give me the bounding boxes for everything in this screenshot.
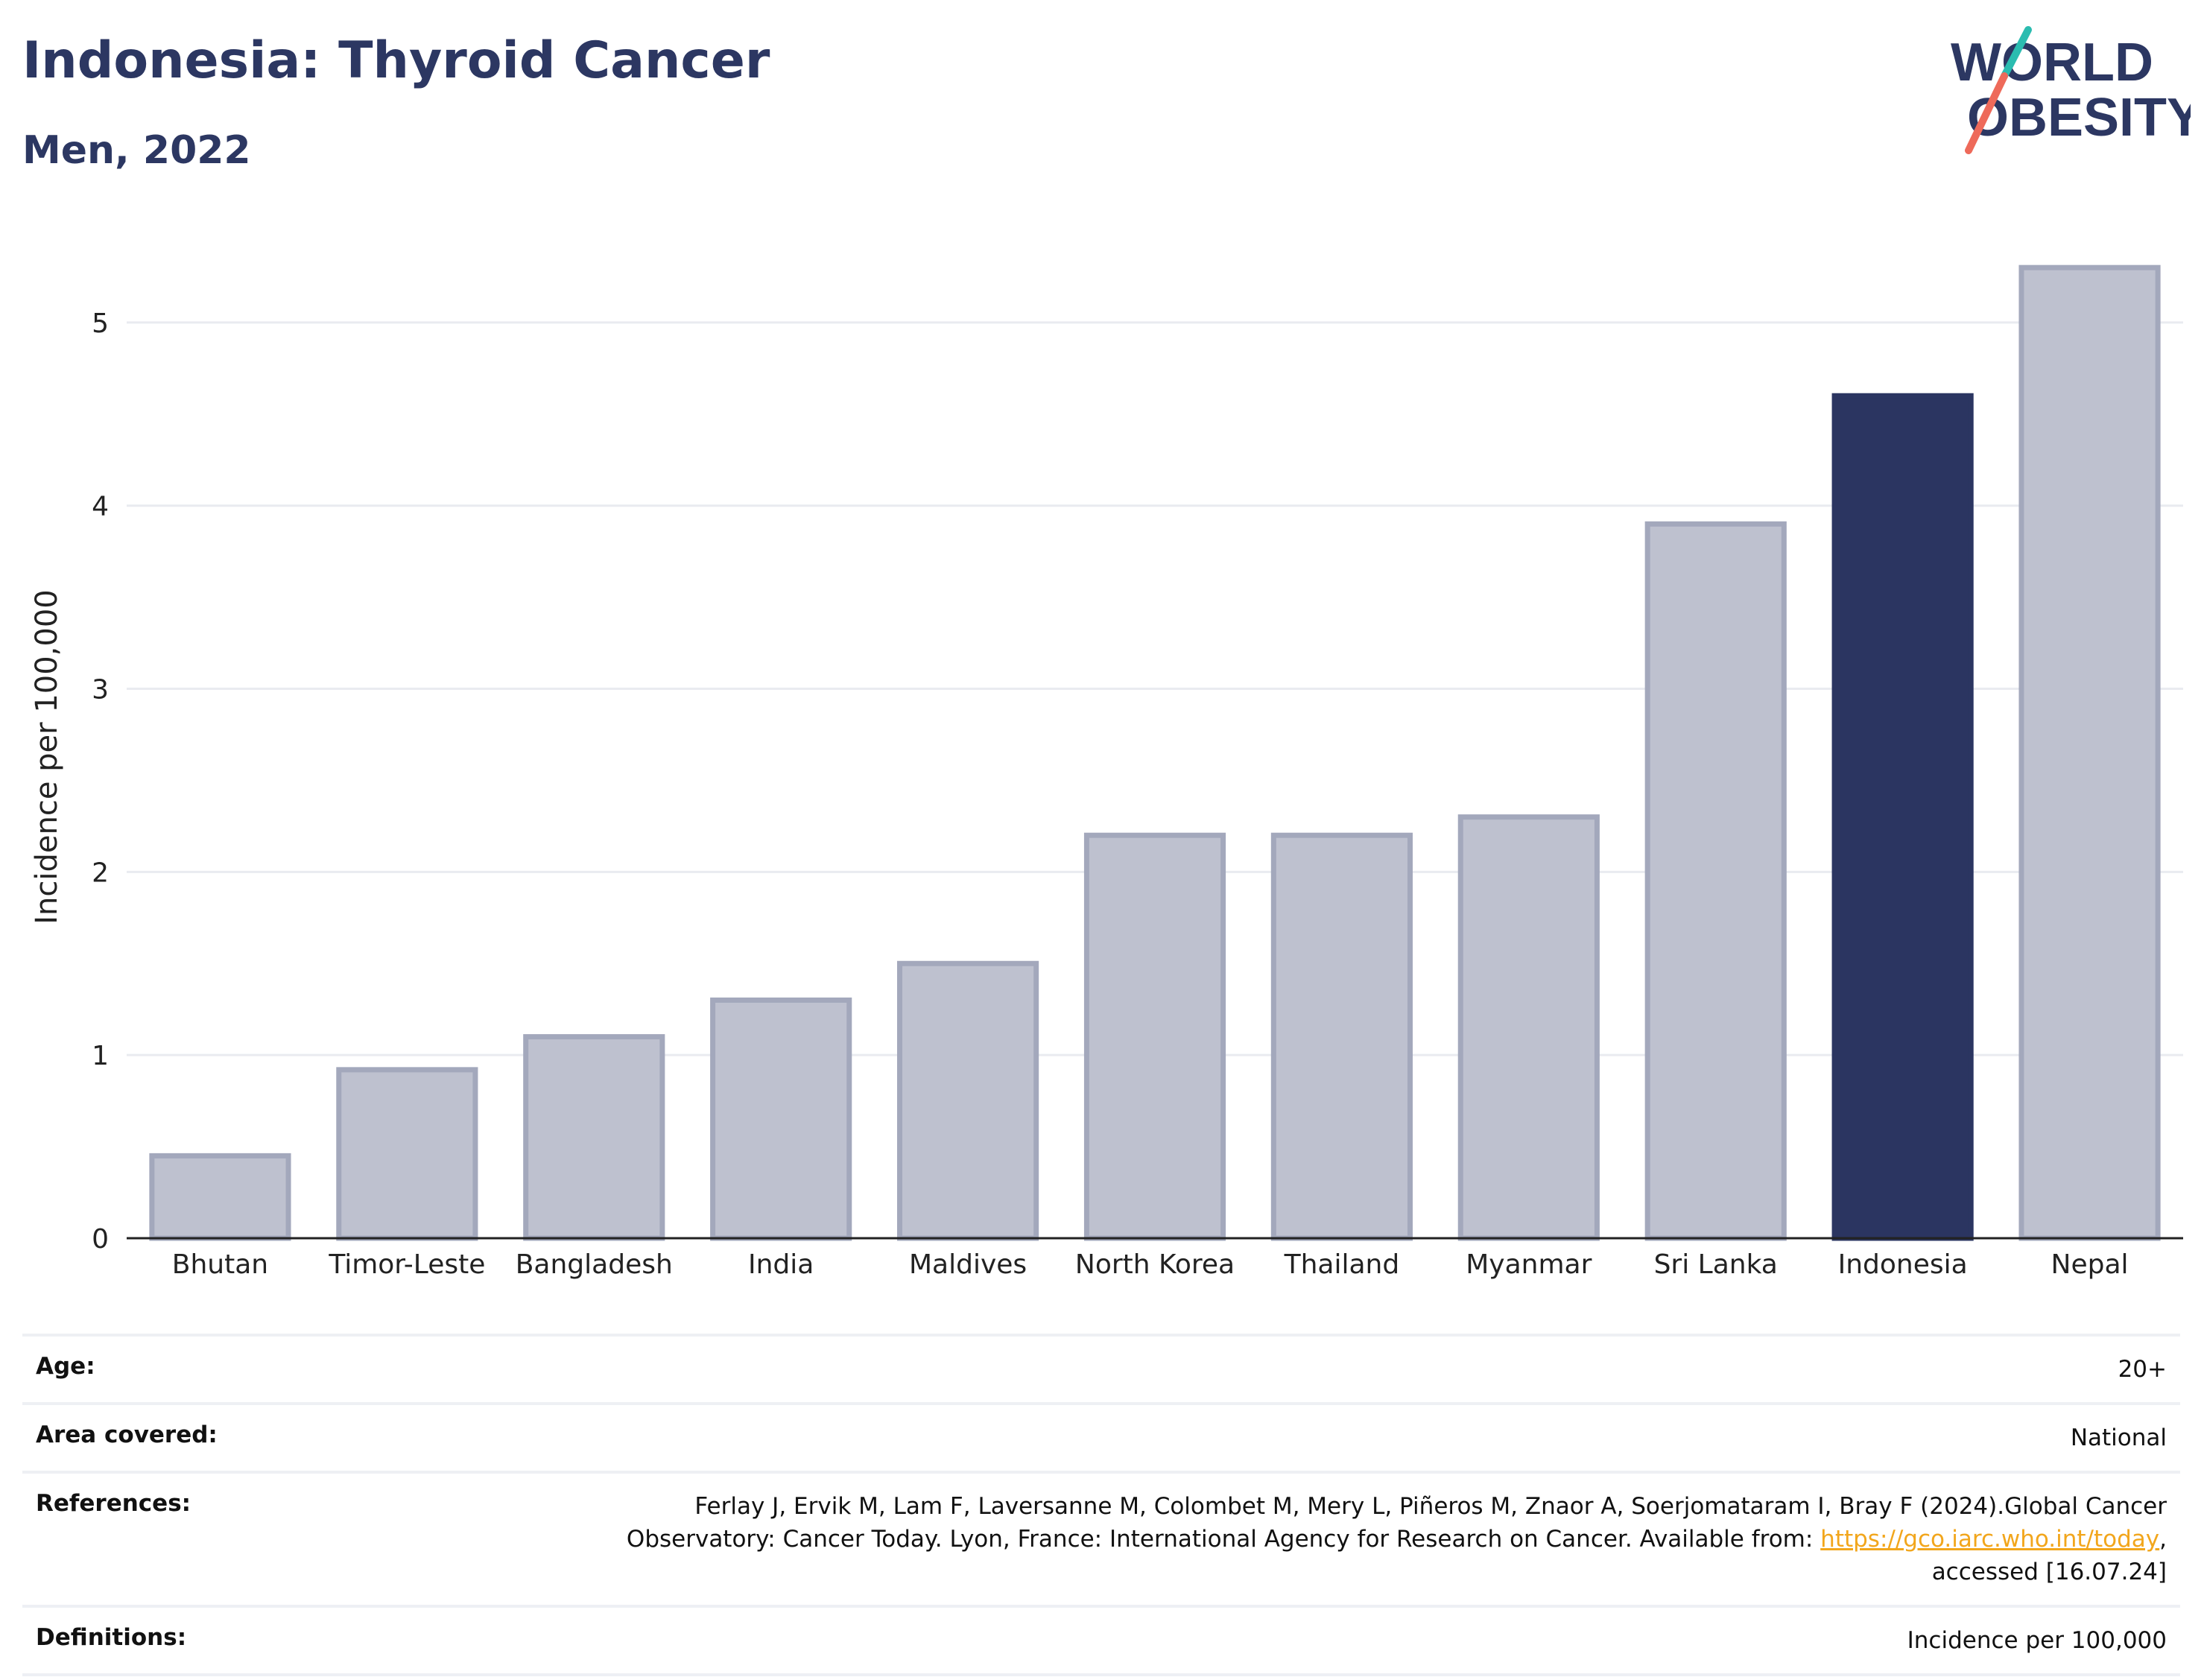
meta-label-area: Area covered:: [36, 1421, 218, 1448]
y-tick-label: 0: [92, 1224, 109, 1255]
bar-bangladesh: [523, 1034, 665, 1241]
logo-text-obesity: OBESITY: [1967, 88, 2191, 148]
bar-north-korea: [1083, 832, 1226, 1241]
x-tick-label: Sri Lanka: [1654, 1249, 1778, 1280]
meta-row-references: References: Ferlay J, Ervik M, Lam F, La…: [22, 1471, 2180, 1605]
meta-label-references: References:: [36, 1490, 191, 1517]
x-tick-label: Timor-Leste: [328, 1249, 485, 1280]
y-tick-label: 3: [92, 675, 109, 706]
bars: [149, 264, 2161, 1241]
x-tick-label: Nepal: [2051, 1249, 2129, 1280]
x-tick-label: Bangladesh: [516, 1249, 673, 1280]
logo-slash-teal: [2001, 26, 2032, 80]
references-text-3: accessed [16.07.24]: [1931, 1559, 2167, 1585]
bar-bhutan: [149, 1153, 291, 1241]
references-link[interactable]: https://gco.iarc.who.int/today: [1820, 1526, 2160, 1553]
x-tick-label: North Korea: [1075, 1249, 1235, 1280]
x-tick-label: Indonesia: [1838, 1249, 1968, 1280]
meta-row-age: Age: 20+: [22, 1334, 2180, 1402]
page-subtitle: Men, 2022: [22, 128, 251, 173]
bar-timor-leste: [336, 1067, 478, 1241]
x-tick-label: Maldives: [909, 1249, 1027, 1280]
references-text-1: Ferlay J, Ervik M, Lam F, Laversanne M, …: [694, 1493, 2167, 1520]
x-tick-label: Bhutan: [172, 1249, 268, 1280]
meta-value-age: 20+: [2118, 1356, 2167, 1383]
y-tick-label: 4: [92, 492, 109, 522]
page-title: Indonesia: Thyroid Cancer: [22, 31, 770, 90]
meta-row-definitions: Definitions: Incidence per 100,000: [22, 1605, 2180, 1676]
y-tick-label: 5: [92, 308, 109, 339]
x-tick-labels: Bhutan Timor-Leste Bangladesh India Maldives…: [172, 1249, 2129, 1280]
meta-row-area: Area covered: National: [22, 1402, 2180, 1471]
bar-myanmar: [1457, 814, 1600, 1241]
bar-indonesia: [1831, 393, 1974, 1241]
bar-sri-lanka: [1644, 521, 1787, 1241]
meta-value-references: Ferlay J, Ervik M, Lam F, Laversanne M, …: [626, 1493, 2167, 1585]
references-text-2: Observatory: Cancer Today. Lyon, France:…: [626, 1526, 1821, 1553]
meta-value-area: National: [2070, 1424, 2167, 1451]
world-obesity-logo: WORLD OBESITY: [1951, 26, 2191, 154]
meta-value-definitions: Incidence per 100,000: [1907, 1627, 2167, 1654]
bar-india: [710, 997, 852, 1241]
y-tick-label: 1: [92, 1041, 109, 1071]
y-tick-label: 2: [92, 858, 109, 888]
meta-label-definitions: Definitions:: [36, 1624, 187, 1651]
bar-chart: 0 1 2 3 4 5 Bhutan Timor-Leste Bangladesh India M…: [30, 264, 2183, 1280]
logo-text-world: WORLD: [1951, 33, 2153, 92]
metadata-table: Age: 20+ Area covered: National Referenc…: [22, 1334, 2180, 1676]
meta-label-age: Age:: [36, 1353, 95, 1380]
bar-maldives: [897, 960, 1039, 1241]
x-tick-label: India: [748, 1249, 814, 1280]
bar-thailand: [1270, 832, 1413, 1241]
y-tick-labels: 0 1 2 3 4 5: [92, 308, 109, 1255]
x-tick-label: Thailand: [1284, 1249, 1400, 1280]
bar-nepal: [2018, 264, 2161, 1241]
x-tick-label: Myanmar: [1466, 1249, 1592, 1280]
logo-slash-coral: [1965, 72, 2008, 154]
y-axis-title: Incidence per 100,000: [30, 589, 64, 925]
